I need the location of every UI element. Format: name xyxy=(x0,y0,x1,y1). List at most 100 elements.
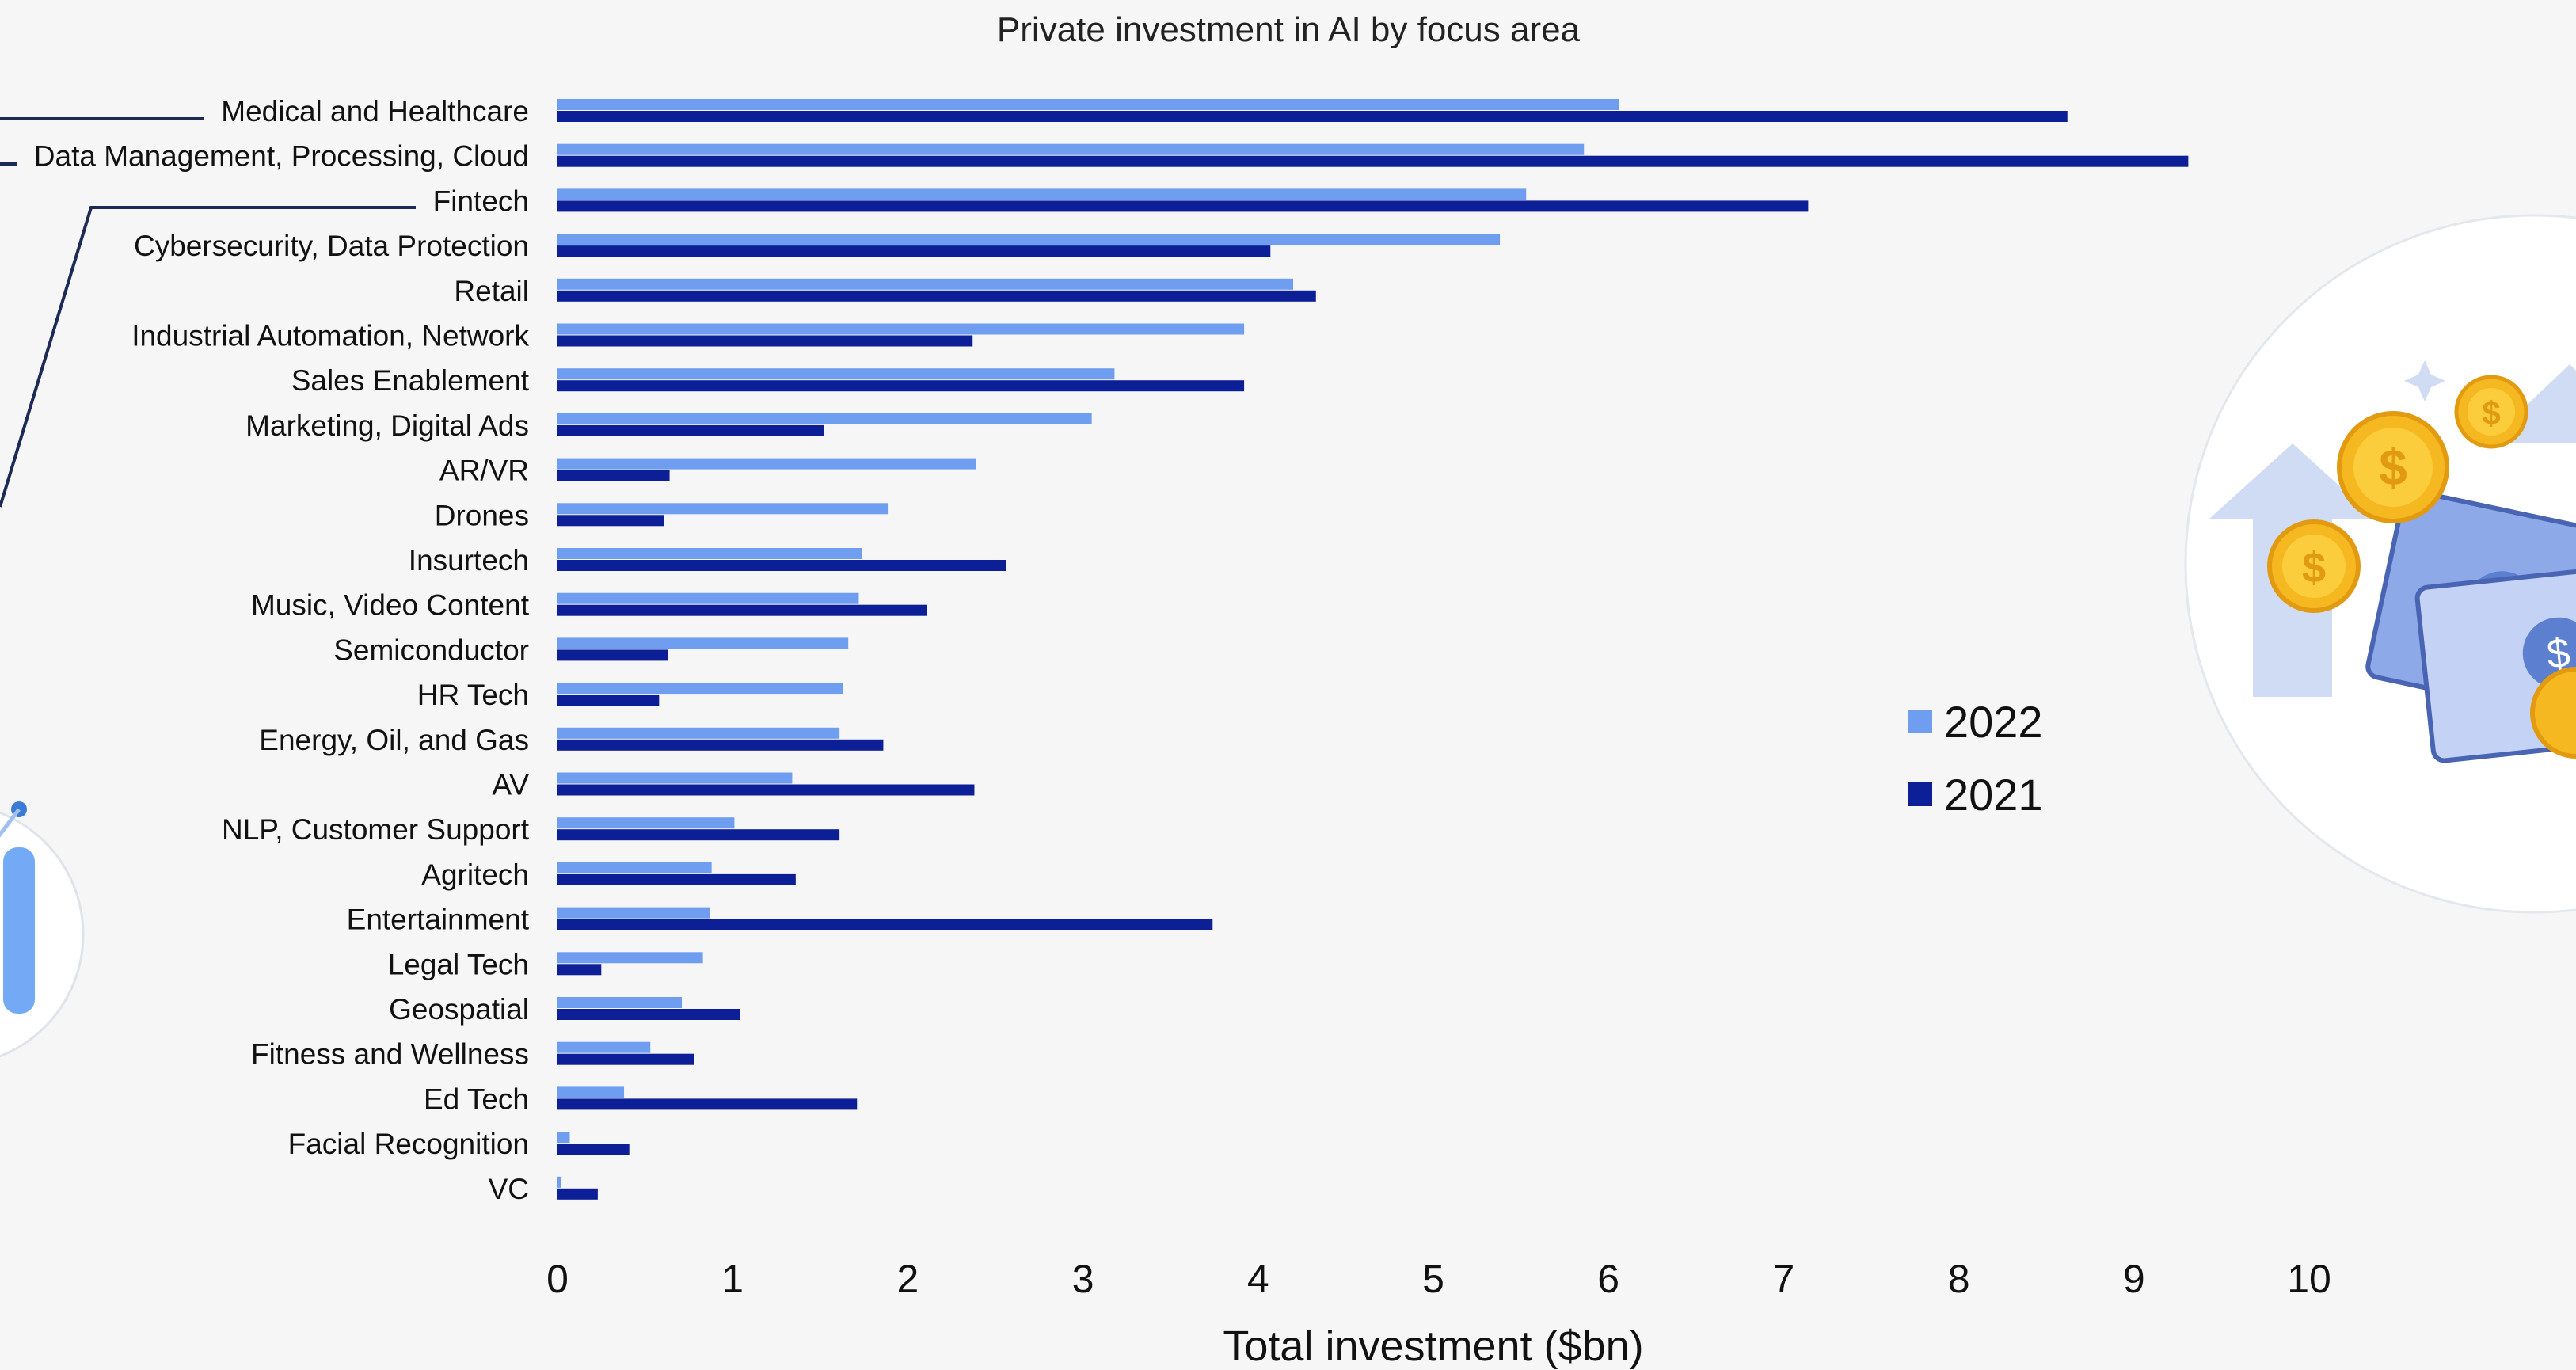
x-tick-label: 4 xyxy=(1247,1257,1269,1301)
bar-2021-11 xyxy=(557,604,927,616)
bar-2021-17 xyxy=(557,873,796,885)
category-label: Agritech xyxy=(421,858,529,891)
bar-2021-20 xyxy=(557,1009,740,1020)
bar-2021-18 xyxy=(557,919,1213,930)
bar-2022-5 xyxy=(557,323,1245,335)
category-label: Energy, Oil, and Gas xyxy=(259,724,529,756)
category-label: Fintech xyxy=(433,185,529,217)
bar-2021-3 xyxy=(557,245,1271,257)
bar-2021-19 xyxy=(557,964,602,976)
bar-2022-16 xyxy=(557,817,735,829)
bar-2021-10 xyxy=(557,560,1006,571)
bar-2021-9 xyxy=(557,515,664,527)
x-tick-label: 5 xyxy=(1422,1257,1444,1301)
x-tick-label: 10 xyxy=(2287,1257,2331,1301)
bar-2022-2 xyxy=(557,188,1527,200)
bar-2022-22 xyxy=(557,1086,625,1098)
category-label: Geospatial xyxy=(389,993,529,1026)
category-label: Marketing, Digital Ads xyxy=(245,409,529,442)
category-label: Insurtech xyxy=(409,544,529,577)
x-tick-label: 8 xyxy=(1948,1257,1970,1301)
legend-label-2021: 2021 xyxy=(1944,770,2043,820)
bar-2021-22 xyxy=(557,1098,858,1110)
bar-2022-0 xyxy=(557,99,1619,110)
bar-2022-12 xyxy=(557,637,849,649)
bar-2021-8 xyxy=(557,470,670,481)
bar-2022-11 xyxy=(557,592,859,604)
bar-2022-6 xyxy=(557,368,1115,380)
bar-2021-1 xyxy=(557,155,2189,167)
x-tick-label: 9 xyxy=(2123,1257,2145,1301)
bar-2021-16 xyxy=(557,829,840,841)
category-label: NLP, Customer Support xyxy=(222,813,530,846)
bar-2022-15 xyxy=(557,772,793,784)
legend: 2022 2021 xyxy=(1908,697,2043,820)
category-label: Ed Tech xyxy=(424,1083,529,1115)
legend-swatch-2022 xyxy=(1908,710,1932,733)
bar-2021-5 xyxy=(557,335,973,347)
bar-2022-4 xyxy=(557,278,1294,290)
category-label: AR/VR xyxy=(439,455,529,487)
analytics-badge-icon xyxy=(0,801,85,1058)
bar-2022-23 xyxy=(557,1132,570,1144)
bar-2022-17 xyxy=(557,862,712,873)
category-label: VC xyxy=(489,1173,529,1205)
bar-2021-4 xyxy=(557,290,1316,302)
svg-text:$: $ xyxy=(2302,544,2326,592)
bar-2021-0 xyxy=(557,111,2068,122)
bar-2022-3 xyxy=(557,234,1501,245)
svg-text:$: $ xyxy=(2482,394,2500,432)
category-label: Entertainment xyxy=(347,904,530,936)
bar-2021-14 xyxy=(557,739,884,751)
chart-title: Private investment in AI by focus area xyxy=(997,10,1581,49)
bar-2022-1 xyxy=(557,143,1585,155)
bar-2022-14 xyxy=(557,727,840,739)
bar-2022-18 xyxy=(557,907,710,919)
x-tick-label: 6 xyxy=(1597,1257,1619,1301)
category-label: Medical and Healthcare xyxy=(221,95,529,127)
category-labels: Medical and Healthcare Data Management, P… xyxy=(34,95,530,1205)
category-label: Data Management, Processing, Cloud xyxy=(34,140,529,173)
category-label: Drones xyxy=(435,499,529,531)
category-label: Music, Video Content xyxy=(251,589,530,622)
x-tick-label: 2 xyxy=(896,1257,919,1301)
category-label: HR Tech xyxy=(417,679,529,711)
bar-2021-7 xyxy=(557,424,824,436)
bar-2021-13 xyxy=(557,695,660,706)
category-label: Semiconductor xyxy=(333,634,529,666)
bar-2022-20 xyxy=(557,997,683,1008)
bars-layer xyxy=(557,99,2189,1200)
bar-2021-15 xyxy=(557,784,975,796)
bar-2021-24 xyxy=(557,1188,598,1200)
x-tick-label: 7 xyxy=(1772,1257,1794,1301)
svg-text:$: $ xyxy=(2379,439,2407,496)
x-axis-ticks: 0 1 2 3 4 5 6 7 8 9 10 xyxy=(546,1257,2331,1301)
callout-connector-lines xyxy=(0,117,416,508)
bar-2022-10 xyxy=(557,548,862,559)
bar-2022-7 xyxy=(557,413,1092,424)
category-label: Cybersecurity, Data Protection xyxy=(134,230,529,262)
bar-2022-19 xyxy=(557,952,703,964)
bar-2021-6 xyxy=(557,380,1245,392)
category-label: Legal Tech xyxy=(388,948,529,980)
bar-2021-23 xyxy=(557,1144,630,1155)
x-tick-label: 1 xyxy=(721,1257,744,1301)
category-label: Industrial Automation, Network xyxy=(131,320,529,352)
bar-2022-21 xyxy=(557,1041,651,1053)
money-illustration-icon: $ $ $ $ $ xyxy=(2184,214,2576,914)
bar-2021-12 xyxy=(557,649,668,661)
category-label: Sales Enablement xyxy=(291,364,530,397)
category-label: Facial Recognition xyxy=(288,1128,529,1160)
legend-label-2022: 2022 xyxy=(1944,697,2043,747)
bar-2021-21 xyxy=(557,1053,694,1065)
x-axis-label: Total investment ($bn) xyxy=(1223,1322,1643,1370)
x-tick-label: 0 xyxy=(546,1257,569,1301)
category-label: Fitness and Wellness xyxy=(251,1038,529,1071)
category-label: AV xyxy=(492,769,529,801)
bar-2021-2 xyxy=(557,200,1809,212)
bar-2022-9 xyxy=(557,503,889,515)
category-label: Retail xyxy=(454,275,529,307)
bar-2022-13 xyxy=(557,683,843,695)
x-tick-label: 3 xyxy=(1072,1257,1094,1301)
